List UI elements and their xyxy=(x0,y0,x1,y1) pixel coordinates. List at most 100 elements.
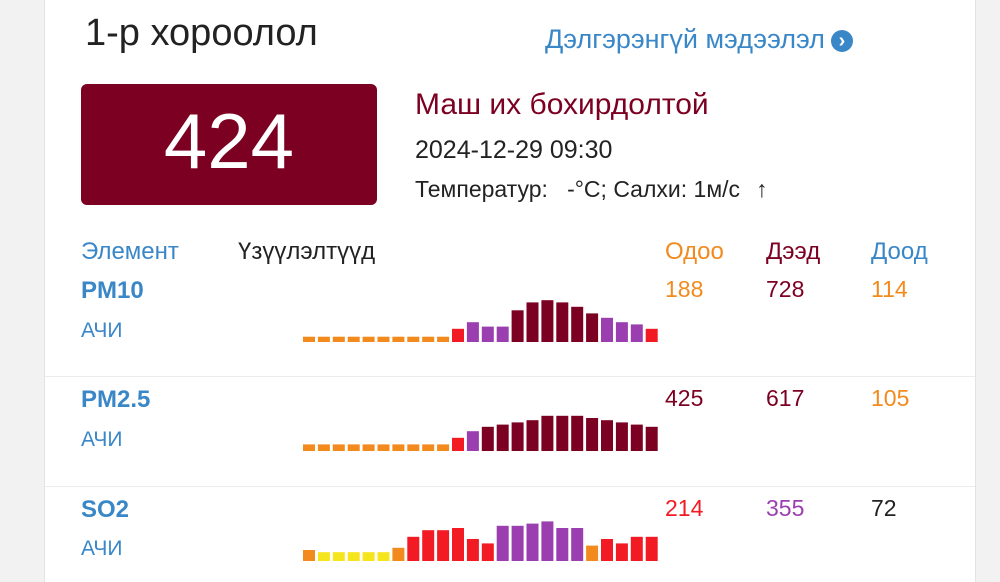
sparkline-bar xyxy=(452,328,464,342)
aqi-value: 424 xyxy=(163,97,295,185)
sparkline-bar xyxy=(437,336,450,342)
sparkline-bar xyxy=(615,322,628,342)
sparkline-bar xyxy=(452,528,464,561)
sparkline-bar xyxy=(556,528,569,561)
measurement-time: 2024-12-29 09:30 xyxy=(415,136,613,164)
row-so2-min: 72 xyxy=(871,495,897,521)
sparkline-bar xyxy=(347,552,360,561)
sparkline-bar xyxy=(496,424,509,451)
header-element: Элемент xyxy=(81,238,179,265)
sparkline-bar xyxy=(362,336,375,342)
sparkline-bar xyxy=(437,444,450,451)
sparkline-bar xyxy=(556,302,569,342)
sparkline-bar xyxy=(347,444,360,451)
sparkline-bar xyxy=(601,539,613,561)
details-link-label: Дэлгэрэнгүй мэдээлэл xyxy=(545,24,825,54)
sparkline-bar xyxy=(615,543,628,561)
row-pm10-min: 114 xyxy=(871,276,908,302)
row-pm25-current: 425 xyxy=(665,385,704,411)
pm10-sparkline xyxy=(303,300,658,342)
aqi-badge: 424 xyxy=(81,84,377,205)
sparkline-bar xyxy=(452,437,464,451)
sparkline-bar xyxy=(422,336,435,342)
sparkline-bar xyxy=(526,302,539,342)
header-measurements: Үзүүлэлтүүд xyxy=(238,238,376,265)
sparkline-bar xyxy=(392,336,405,342)
sparkline-bar xyxy=(645,426,658,451)
sparkline-bar xyxy=(377,336,390,342)
sparkline-bar xyxy=(466,431,479,451)
row-so2-sub: АЧИ xyxy=(81,537,123,560)
sparkline-bar xyxy=(630,424,643,451)
weather-text: Температур: -°C; Салхи: 1м/с xyxy=(415,176,741,202)
sparkline-bar xyxy=(377,552,390,561)
station-card: 1-р хороолол Дэлгэрэнгүй мэдээлэл › 424 М… xyxy=(44,0,976,582)
sparkline-bar xyxy=(601,317,613,342)
sparkline-bar xyxy=(481,543,494,561)
sparkline-bar xyxy=(347,336,360,342)
sparkline-bar xyxy=(556,415,569,451)
row-divider xyxy=(45,376,975,377)
header-min: Доод xyxy=(871,238,928,265)
sparkline-bar xyxy=(571,415,584,451)
sparkline-bar xyxy=(332,552,345,561)
arrow-up-icon: ↑ xyxy=(756,176,768,202)
details-link[interactable]: Дэлгэрэнгүй мэдээлэл › xyxy=(545,24,853,55)
sparkline-bar xyxy=(332,444,345,451)
sparkline-bar xyxy=(407,444,420,451)
sparkline-bar xyxy=(541,415,554,451)
row-so2-current: 214 xyxy=(665,495,704,521)
row-pm25-max: 617 xyxy=(766,385,805,411)
so2-sparkline xyxy=(303,521,658,561)
sparkline-bar xyxy=(303,336,315,342)
sparkline-bar xyxy=(407,336,420,342)
row-pm25-sub: АЧИ xyxy=(81,428,123,451)
row-so2-max: 355 xyxy=(766,495,805,521)
station-title: 1-р хороолол xyxy=(85,12,318,54)
sparkline-bar xyxy=(586,418,599,451)
sparkline-bar xyxy=(377,444,390,451)
sparkline-bar xyxy=(615,422,628,451)
sparkline-bar xyxy=(496,525,509,561)
sparkline-bar xyxy=(437,530,450,561)
row-divider xyxy=(45,486,975,487)
sparkline-bar xyxy=(481,326,494,342)
header-current: Одоо xyxy=(665,238,724,265)
sparkline-bar xyxy=(496,326,509,342)
sparkline-bar xyxy=(526,420,539,451)
sparkline-bar xyxy=(586,313,599,342)
sparkline-bar xyxy=(303,550,315,561)
row-so2-name[interactable]: SO2 xyxy=(81,496,130,523)
sparkline-bar xyxy=(392,547,405,561)
sparkline-bar xyxy=(630,536,643,561)
sparkline-bar xyxy=(481,426,494,451)
header-max: Дээд xyxy=(766,238,821,265)
sparkline-bar xyxy=(317,552,330,561)
sparkline-bar xyxy=(571,528,584,561)
sparkline-bar xyxy=(541,521,554,561)
sparkline-bar xyxy=(541,300,554,342)
sparkline-bar xyxy=(511,525,524,561)
sparkline-bar xyxy=(362,444,375,451)
row-pm25-name[interactable]: PM2.5 xyxy=(81,386,151,413)
row-pm10-sub: АЧИ xyxy=(81,319,123,342)
sparkline-bar xyxy=(317,336,330,342)
sparkline-bar xyxy=(466,539,479,561)
sparkline-bar xyxy=(526,523,539,561)
aqi-status: Маш их бохирдолтой xyxy=(415,88,709,121)
sparkline-bar xyxy=(303,444,315,451)
sparkline-bar xyxy=(317,444,330,451)
sparkline-bar xyxy=(586,545,599,561)
row-pm10-name[interactable]: PM10 xyxy=(81,277,144,304)
sparkline-bar xyxy=(630,324,643,342)
sparkline-bar xyxy=(511,422,524,451)
row-pm25-min: 105 xyxy=(871,385,910,411)
pm25-sparkline xyxy=(303,415,658,451)
weather-info: Температур: -°C; Салхи: 1м/с ↑ xyxy=(415,176,768,203)
chevron-right-circle-icon: › xyxy=(830,29,853,52)
sparkline-bar xyxy=(571,306,584,342)
sparkline-bar xyxy=(645,328,658,342)
sparkline-bar xyxy=(422,444,435,451)
row-pm10-current: 188 xyxy=(665,276,704,302)
sparkline-bar xyxy=(422,530,435,561)
